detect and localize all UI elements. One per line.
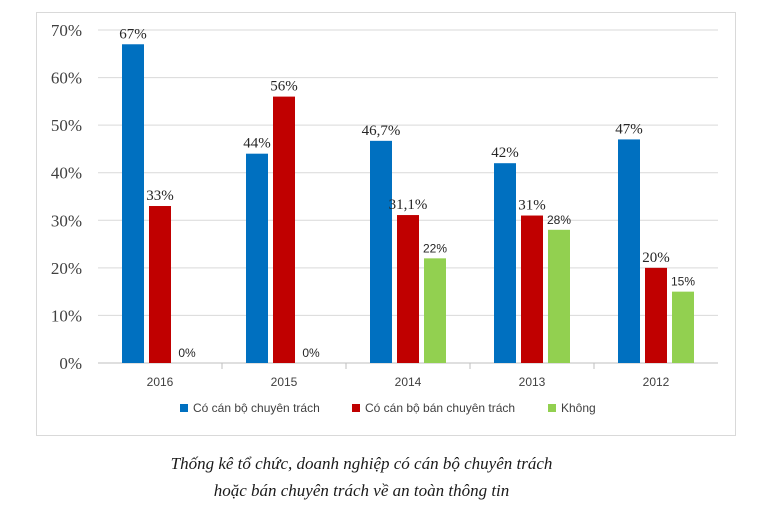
legend-swatch (352, 404, 360, 412)
bar (548, 229, 570, 363)
data-label: 20% (642, 250, 670, 266)
data-label: 56% (270, 79, 298, 95)
data-label: 42% (491, 145, 519, 161)
y-tick-label: 10% (51, 306, 82, 325)
bar (149, 206, 171, 363)
bar (122, 44, 144, 364)
data-label: 46,7% (362, 123, 401, 139)
y-tick-label: 20% (51, 259, 82, 278)
y-tick-label: 40% (51, 164, 82, 183)
data-label: 47% (615, 121, 643, 137)
bar (424, 258, 446, 363)
data-label: 33% (146, 188, 174, 204)
data-label: 15% (671, 275, 695, 289)
bar-chart: 0% 10% 20% 30% 40% 50% 60% 70% 2016 67% 33% 0% 2015 4… (51, 21, 718, 415)
data-label: 0% (302, 346, 320, 360)
data-label: 22% (423, 241, 447, 255)
data-label: 0% (178, 346, 196, 360)
data-label: 31,1% (389, 197, 428, 213)
y-tick-label: 30% (51, 211, 82, 230)
y-tick-label: 0% (59, 354, 82, 373)
data-label: 31% (518, 198, 546, 214)
x-tick-label: 2014 (395, 375, 422, 389)
bar (273, 96, 295, 363)
x-tick-label: 2016 (147, 375, 174, 389)
caption-line-2: hoặc bán chuyên trách về an toàn thông t… (213, 481, 510, 500)
legend-label: Không (561, 401, 596, 415)
caption-line-1: Thống kê tổ chức, doanh nghiệp có cán bộ… (170, 454, 553, 473)
x-tick-label: 2015 (271, 375, 298, 389)
legend-swatch (548, 404, 556, 412)
bar (494, 163, 516, 363)
bar (618, 139, 640, 363)
bar (246, 153, 268, 363)
bar (521, 215, 543, 363)
x-tick-label: 2012 (643, 375, 670, 389)
y-tick-label: 50% (51, 116, 82, 135)
data-label: 28% (547, 213, 571, 227)
y-tick-label: 70% (51, 21, 82, 40)
bar (370, 140, 392, 363)
legend-swatch (180, 404, 188, 412)
bar (672, 291, 694, 363)
legend-label: Có cán bộ chuyên trách (193, 401, 320, 415)
bar (645, 267, 667, 363)
y-tick-label: 60% (51, 69, 82, 88)
bar (397, 215, 419, 363)
data-label: 67% (119, 26, 147, 42)
data-label: 44% (243, 136, 271, 152)
legend-label: Có cán bộ bán chuyên trách (365, 401, 515, 415)
x-tick-label: 2013 (519, 375, 546, 389)
figure-caption: Thống kê tổ chức, doanh nghiệp có cán bộ… (0, 450, 763, 504)
